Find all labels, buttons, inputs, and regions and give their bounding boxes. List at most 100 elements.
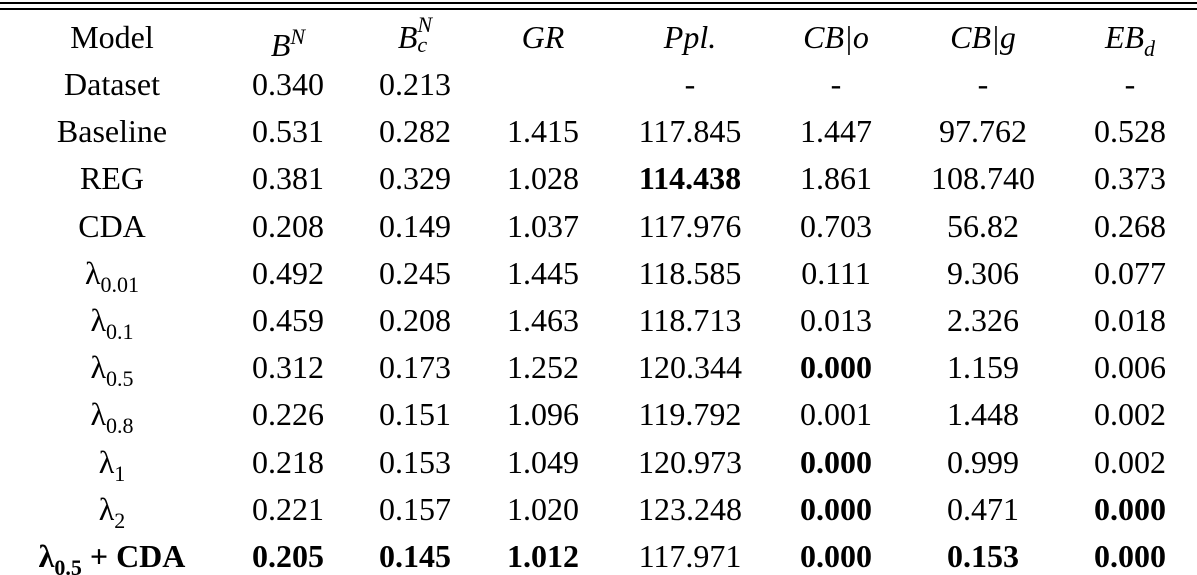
value-cell: 9.306 — [947, 254, 1019, 291]
value-cell: 120.344 — [638, 349, 742, 386]
value-cell: 0.006 — [1094, 349, 1166, 386]
subscript: 0.5 — [106, 366, 134, 392]
model-cell: CDA — [0, 203, 224, 249]
top-rule — [0, 8, 1197, 10]
subscript: 1 — [114, 460, 126, 486]
header-cell: CB|o — [766, 14, 906, 60]
value-cell: 0.329 — [379, 160, 451, 197]
value-cell: 117.976 — [638, 207, 742, 244]
value-cell: 1.445 — [507, 254, 579, 291]
text: λ — [98, 443, 115, 480]
value-cell: 0.153 — [947, 538, 1019, 574]
subscript: 0.01 — [100, 271, 140, 297]
text: CB|g — [950, 19, 1016, 55]
value-cell: 119.792 — [638, 396, 742, 433]
value-cell: 0.208 — [252, 207, 324, 244]
suffix: + CDA — [81, 538, 186, 574]
value-cell: 0.153 — [379, 443, 451, 480]
value-cell: 2.326 — [947, 302, 1019, 338]
value-cell: 0.000 — [1094, 490, 1166, 527]
value-cell: 1.861 — [800, 160, 872, 197]
model-cell: λ0.8 — [0, 391, 224, 439]
text: GR — [521, 19, 565, 55]
text: λ — [84, 254, 101, 291]
value-cell — [478, 61, 608, 107]
value-cell: 0.111 — [801, 254, 871, 291]
value-cell: 0.013 — [800, 302, 872, 338]
value-cell: 1.159 — [947, 349, 1019, 386]
model-cell: λ1 — [0, 439, 224, 486]
value-cell: 114.438 — [638, 160, 742, 197]
subscript: 0.1 — [106, 319, 134, 344]
text: CDA — [78, 207, 146, 244]
text: λ — [90, 396, 106, 433]
value-cell: 0.312 — [252, 349, 324, 386]
value-cell: 0.000 — [800, 490, 872, 527]
value-cell: 1.447 — [800, 113, 872, 150]
value-cell: 0.151 — [379, 396, 451, 433]
text: B — [270, 27, 291, 63]
value-cell: 0.001 — [800, 396, 872, 433]
text: λ — [90, 349, 106, 386]
text: Model — [70, 19, 154, 55]
value-cell: 0.173 — [379, 349, 451, 386]
value-cell: 1.020 — [507, 490, 579, 527]
value-cell: 123.248 — [638, 490, 742, 527]
value-cell: 1.096 — [507, 396, 579, 433]
header-cell: CB|g — [903, 14, 1063, 60]
text: Ppl. — [663, 19, 717, 55]
value-cell: 0.000 — [1094, 538, 1166, 574]
value-cell: 0.999 — [947, 443, 1019, 480]
value-cell: 0.000 — [800, 538, 872, 574]
value-cell: 0.002 — [1094, 443, 1166, 480]
header-cell: Ppl. — [610, 14, 770, 60]
value-cell: 0.340 — [252, 66, 324, 102]
value-cell: 0.373 — [1094, 160, 1166, 197]
value-cell: 0.528 — [1094, 113, 1166, 150]
text: λ — [90, 302, 106, 338]
value-cell: 0.000 — [800, 349, 872, 386]
subscript: 2 — [114, 507, 126, 533]
value-cell: 0.703 — [800, 207, 872, 244]
model-cell: λ0.01 — [0, 250, 224, 297]
value-cell: 0.245 — [379, 254, 451, 291]
value-cell: 0.471 — [947, 490, 1019, 527]
header-cell: EBd — [1065, 14, 1195, 61]
value-cell: - — [1124, 66, 1136, 102]
model-cell: REG — [0, 155, 224, 201]
value-cell: 0.018 — [1094, 302, 1166, 338]
value-cell: 0.531 — [252, 113, 324, 150]
superscript: N — [417, 12, 433, 37]
text: λ — [38, 538, 55, 574]
model-cell: λ2 — [0, 486, 224, 533]
value-cell: 0.145 — [379, 538, 451, 574]
value-cell: 0.218 — [252, 443, 324, 480]
value-cell: 118.713 — [638, 302, 742, 338]
model-cell: λ0.1 — [0, 297, 224, 344]
text: CB|o — [803, 19, 869, 55]
subscript: d — [1144, 36, 1156, 61]
subscript: c — [417, 32, 428, 57]
value-cell: 0.226 — [252, 396, 324, 433]
value-cell: 0.157 — [379, 490, 451, 527]
value-cell: 0.205 — [252, 538, 324, 574]
value-cell: 0.268 — [1094, 207, 1166, 244]
value-cell: 1.463 — [507, 302, 579, 338]
value-cell: 1.448 — [947, 396, 1019, 433]
subscript: 0.8 — [106, 413, 134, 439]
value-cell: 1.012 — [507, 538, 579, 574]
text: λ — [98, 490, 115, 527]
subscript: 0.5 — [54, 555, 82, 575]
value-cell: - — [977, 66, 989, 102]
value-cell: 0.282 — [379, 113, 451, 150]
value-cell: 117.971 — [638, 538, 742, 574]
value-cell: 0.149 — [379, 207, 451, 244]
value-cell: 108.740 — [931, 160, 1035, 197]
value-cell: 120.973 — [638, 443, 742, 480]
value-cell: 1.252 — [507, 349, 579, 386]
model-cell: Dataset — [0, 61, 224, 107]
text: B — [397, 19, 418, 55]
model-cell: λ0.5 — [0, 344, 224, 392]
